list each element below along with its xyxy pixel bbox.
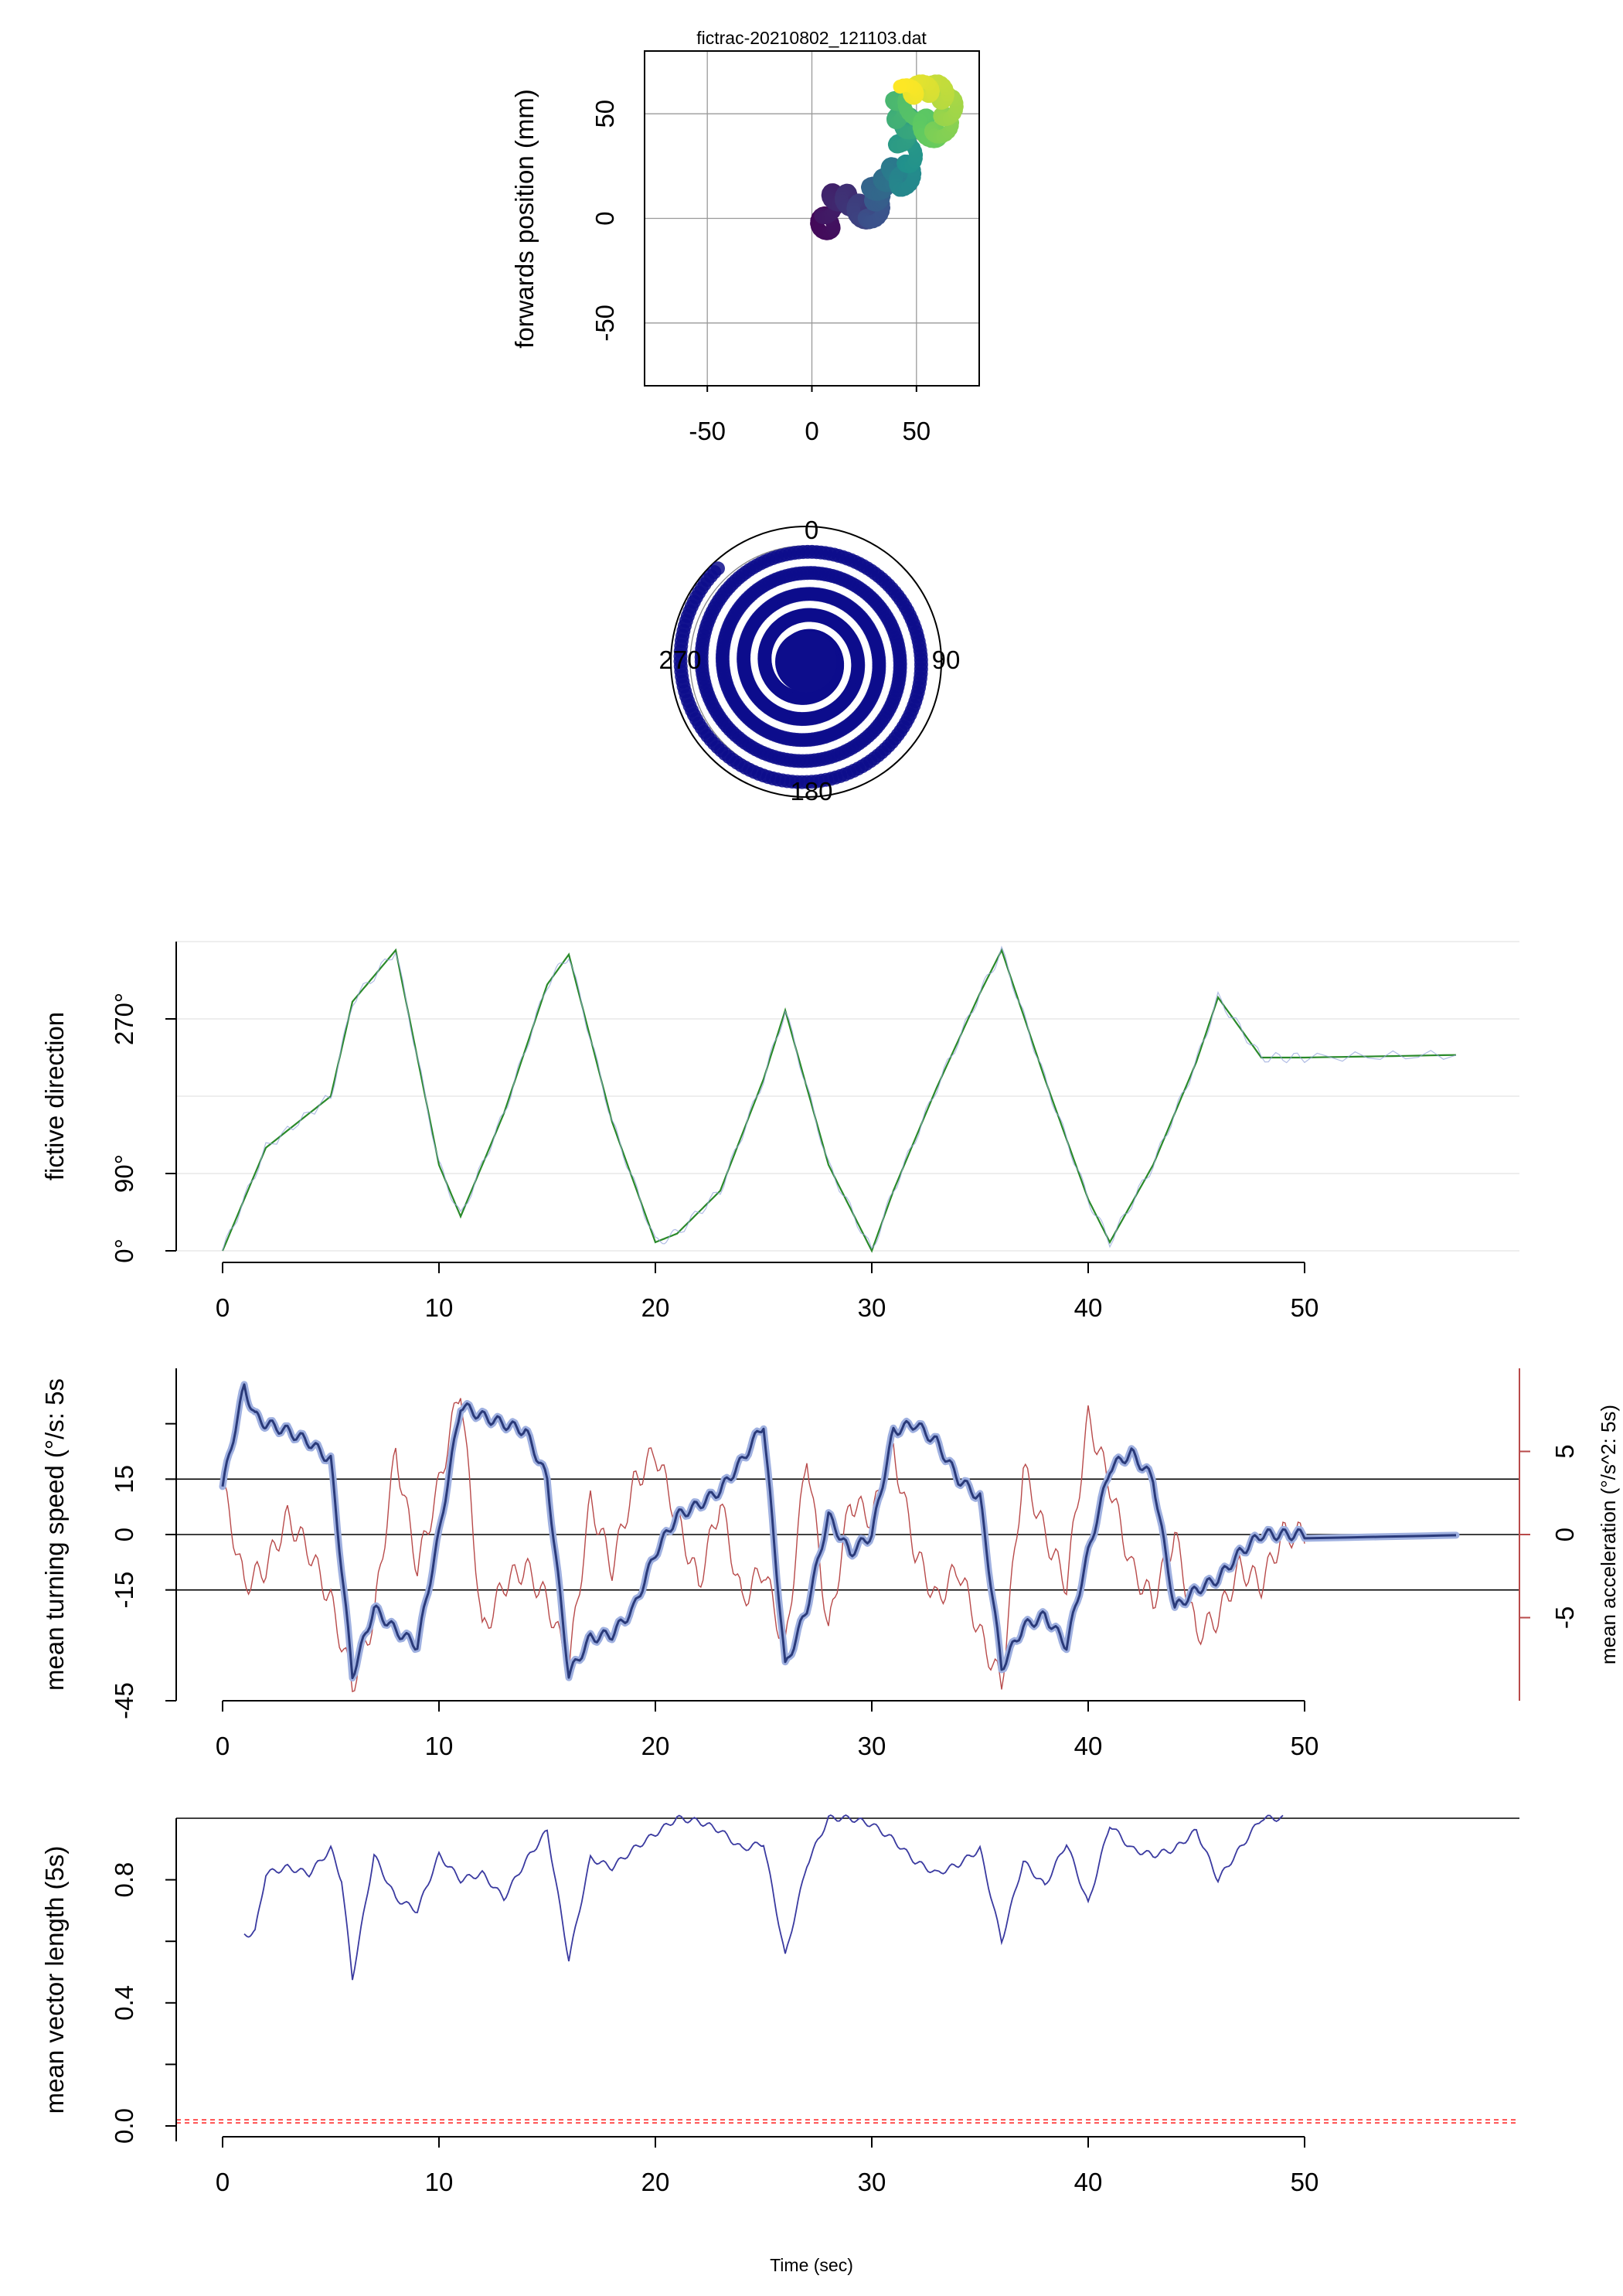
- acceleration-y-tick-0: -5: [1550, 1606, 1579, 1629]
- vector-y-tick-0: 0.0: [110, 2108, 138, 2144]
- polar-outer-ring: [670, 526, 942, 798]
- position-plot: fictrac-20210802_121103.dat -50 0 50 -50 0 5…: [510, 28, 980, 445]
- direction-x-tick-2: 20: [641, 1293, 670, 1322]
- direction-y-tick-2: 270°: [110, 993, 138, 1045]
- time-axis-label: Time (sec): [770, 2255, 853, 2275]
- position-y-tick-1: 0: [590, 211, 619, 225]
- vector-length-plot: 0 10 20 30 40 50 0.0 0.4 0.8 mean vector length…: [40, 1814, 1519, 2275]
- acceleration-series-line: [222, 1398, 1305, 1693]
- trajectory-point: [893, 80, 907, 94]
- turning-y-tick-2: 0: [110, 1528, 138, 1541]
- turning-x-tick-1: 10: [425, 1732, 454, 1760]
- direction-y-tick-0: 0°: [110, 1238, 138, 1263]
- direction-x-tick-0: 0: [216, 1293, 230, 1322]
- vector-y-label: mean vector length (5s): [40, 1846, 69, 2114]
- position-x-tick-2: 50: [902, 417, 931, 445]
- polar-point: [711, 561, 725, 576]
- vector-x-tick-5: 50: [1291, 2168, 1319, 2196]
- acceleration-y-tick-1: 0: [1550, 1528, 1579, 1541]
- direction-raw-line: [222, 945, 1457, 1252]
- vector-x-tick-4: 40: [1074, 2168, 1103, 2196]
- position-x-tick-0: -50: [689, 417, 726, 445]
- polar-label-180: 180: [790, 777, 832, 806]
- polar-plot: 0 90 180 270: [658, 516, 960, 806]
- acceleration-y-label: mean acceleration (°/s^2: 5s): [1597, 1405, 1620, 1664]
- position-plot-title: fictrac-20210802_121103.dat: [696, 28, 927, 48]
- turning-speed-plot: 0 10 20 30 40 50 -45 -15 0 15 -5 0 5 mean turning …: [40, 1368, 1620, 1760]
- acceleration-y-tick-2: 5: [1550, 1444, 1579, 1458]
- position-y-label: forwards position (mm): [510, 89, 539, 349]
- turning-y-tick-1: -15: [110, 1572, 138, 1609]
- turning-x-tick-2: 20: [641, 1732, 670, 1760]
- direction-plot: 0 10 20 30 40 50 0° 90° 270° fictive direction: [40, 941, 1519, 1322]
- turning-y-label: mean turning speed (°/s: 5s: [40, 1378, 69, 1691]
- vector-x-tick-1: 10: [425, 2168, 454, 2196]
- position-y-tick-2: 50: [590, 100, 619, 128]
- direction-y-tick-1: 90°: [110, 1154, 138, 1193]
- turning-x-tick-3: 30: [858, 1732, 886, 1760]
- position-y-tick-0: -50: [590, 305, 619, 342]
- turning-speed-series-line: [221, 1383, 1457, 1680]
- direction-x-tick-1: 10: [425, 1293, 454, 1322]
- polar-label-90: 90: [932, 646, 961, 674]
- vector-y-tick-2: 0.8: [110, 1862, 138, 1898]
- direction-series-line: [221, 948, 1457, 1253]
- turning-y-tick-0: -45: [110, 1682, 138, 1719]
- position-x-tick-1: 0: [805, 417, 818, 445]
- direction-x-tick-3: 30: [858, 1293, 886, 1322]
- vector-x-tick-2: 20: [641, 2168, 670, 2196]
- vector-x-tick-3: 30: [858, 2168, 886, 2196]
- vector-x-tick-0: 0: [216, 2168, 230, 2196]
- turning-x-tick-5: 50: [1291, 1732, 1319, 1760]
- polar-spiral-points: [673, 544, 928, 789]
- trajectory-points: [810, 74, 964, 240]
- polar-label-0: 0: [805, 516, 818, 544]
- polar-label-270: 270: [658, 646, 701, 674]
- vector-length-series-line: [243, 1814, 1284, 1981]
- turning-x-tick-4: 40: [1074, 1732, 1103, 1760]
- polar-center-blob: [775, 631, 837, 693]
- turning-x-tick-0: 0: [216, 1732, 230, 1760]
- turning-y-tick-3: 15: [110, 1465, 138, 1494]
- direction-x-tick-4: 40: [1074, 1293, 1103, 1322]
- direction-x-tick-5: 50: [1291, 1293, 1319, 1322]
- vector-y-tick-1: 0.4: [110, 1985, 138, 2021]
- direction-y-label: fictive direction: [40, 1012, 69, 1180]
